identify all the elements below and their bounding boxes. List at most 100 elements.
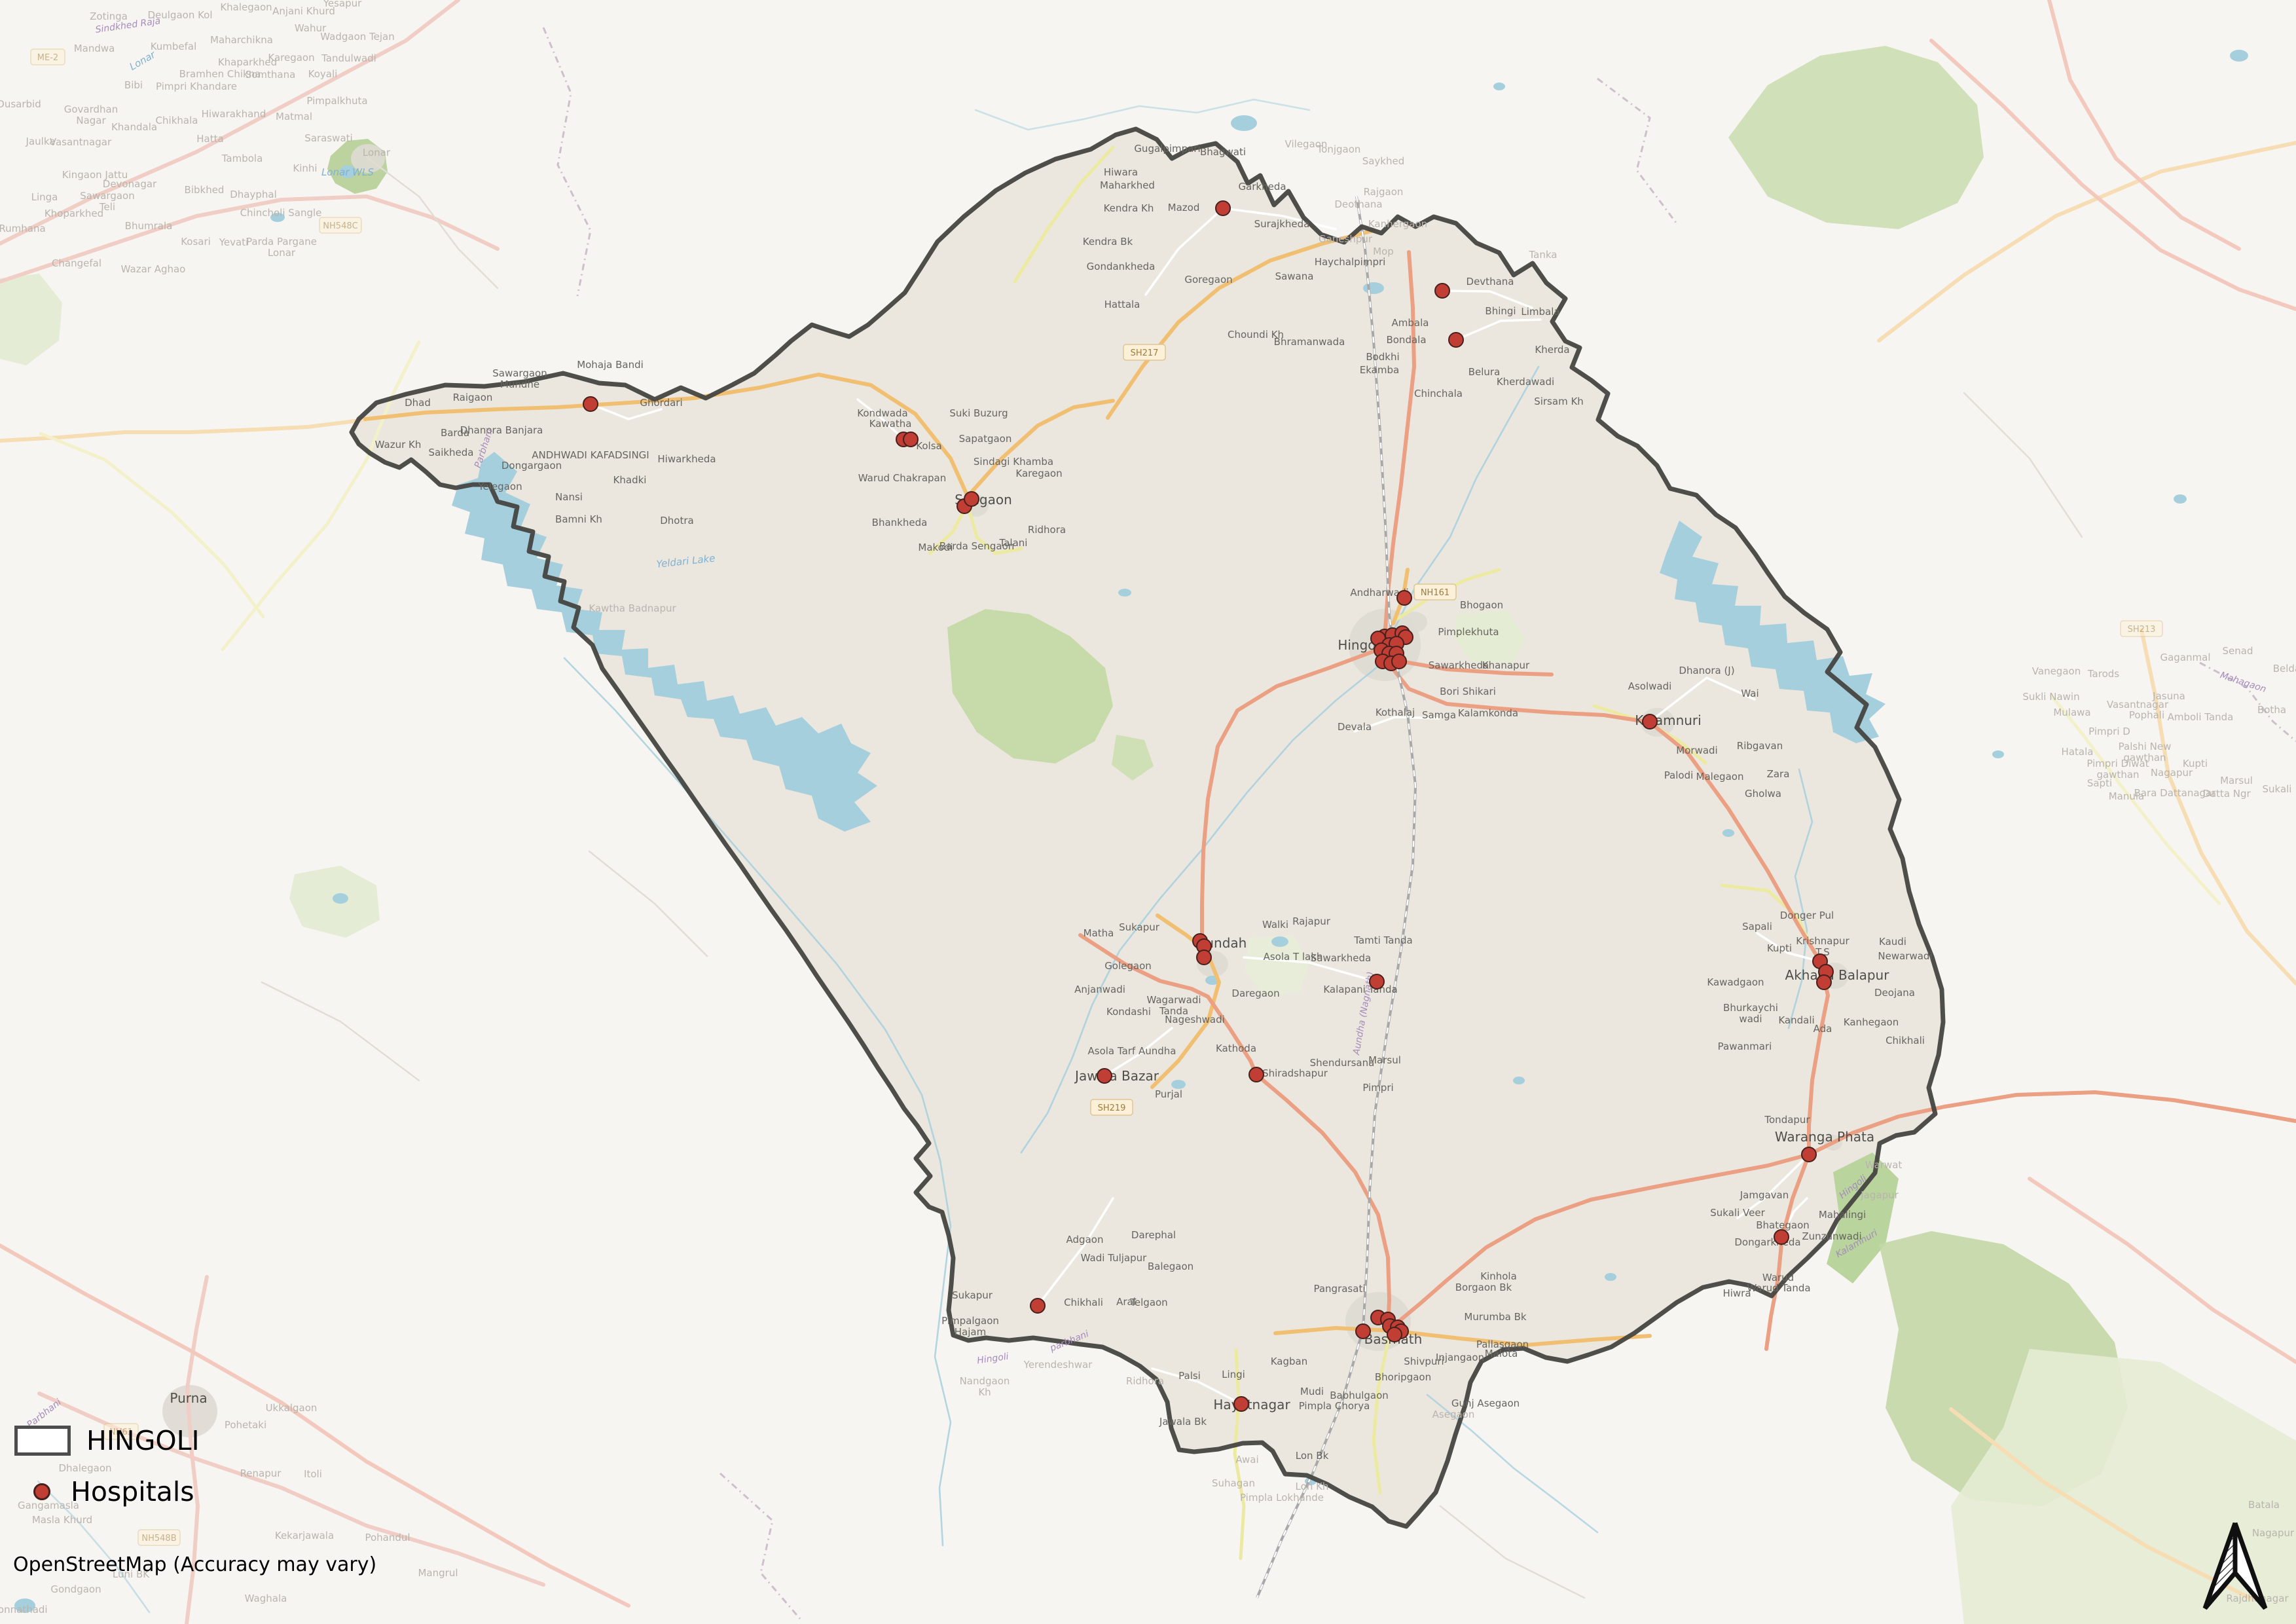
place-label: Murumba Bk: [1464, 1311, 1527, 1323]
hospital-marker-swatch: [33, 1483, 50, 1500]
place-label-outside: Wadgaon Tejan: [320, 31, 394, 43]
place-label-outside: Ukkalgaon: [266, 1402, 318, 1414]
road-gray: [365, 156, 499, 289]
place-label: Morwadi: [1676, 745, 1717, 756]
place-label: Kondashi: [1106, 1006, 1151, 1018]
place-label: Sukali Veer: [1710, 1207, 1765, 1219]
place-label: Palsi: [1178, 1370, 1201, 1382]
place-label: Zara: [1767, 768, 1790, 780]
svg-text:ME-2: ME-2: [37, 53, 58, 63]
place-label: Barda: [441, 427, 469, 439]
place-label: Sirsam Kh: [1534, 396, 1584, 407]
district-boundary: [349, 126, 1946, 1529]
place-label-outside: Masla Khurd: [32, 1514, 92, 1526]
place-label: Shivpuri: [1404, 1356, 1444, 1367]
place-label: Haychalpimpri: [1315, 256, 1386, 268]
pond: [1231, 115, 1257, 131]
place-label-outside: Sukali: [2263, 783, 2292, 795]
place-label: Asola T lakh: [1264, 951, 1323, 963]
road-white: [1036, 1197, 1114, 1307]
road-f_yellow: [39, 432, 265, 619]
place-label: Kinhola: [1480, 1270, 1517, 1282]
place-label: Tondapur: [1764, 1114, 1810, 1126]
hospital-marker: [583, 396, 598, 412]
place-label: Kawatha: [869, 418, 912, 430]
road-f_pink: [0, 194, 500, 284]
place-label-outside: Yerendeshwar: [1023, 1359, 1093, 1371]
place-label: Sukapur: [952, 1289, 993, 1301]
pond: [1992, 750, 2004, 758]
road-shield: ME-2: [30, 48, 65, 65]
place-label-outside: Batala: [2248, 1499, 2280, 1511]
place-label-outside: Pimpri Diwat gawthan: [2086, 758, 2149, 781]
place-label-outside: Asegaon: [1432, 1409, 1475, 1420]
forest-area: [1112, 735, 1154, 781]
place-label-outside: Wazar Aghao: [121, 263, 186, 275]
road-f_pink: [185, 1275, 209, 1624]
svg-text:NH548C: NH548C: [323, 221, 357, 231]
place-label-outside: Renapur: [240, 1467, 282, 1479]
place-label: Shiradshapur: [1262, 1067, 1328, 1079]
road-white: [589, 403, 663, 420]
place-label: Marsul: [1368, 1054, 1401, 1066]
hospital-marker: [1801, 1147, 1817, 1162]
place-label-outside: Gangamasla: [18, 1500, 79, 1511]
place-label: Kolsa: [916, 440, 941, 452]
place-label-outside: Mop: [1373, 246, 1394, 257]
place-label: Hiwarkheda: [657, 453, 716, 465]
road-salmon: [1391, 658, 1554, 676]
map-legend: HINGOLI Hospitals: [14, 1425, 200, 1527]
place-label-outside: Kupti: [2183, 758, 2208, 769]
place-label: Ada: [1813, 1023, 1832, 1035]
place-label: Lingi: [1222, 1369, 1245, 1380]
place-label: Barda Sengaon: [939, 540, 1015, 552]
place-label-outside: Bara Dattanagar: [2134, 787, 2217, 799]
place-label: Hattala: [1104, 299, 1140, 310]
place-label-outside: Changefal: [52, 257, 101, 269]
north-arrow-right: [2232, 1522, 2268, 1610]
road-name-label: Hingoli: [976, 1352, 1009, 1367]
pond: [1493, 83, 1505, 90]
pond: [1722, 829, 1734, 837]
admin-boundary-dashed: [2199, 661, 2296, 743]
place-label: Babhulgaon: [1330, 1390, 1389, 1401]
place-label-outside: Kinhi: [293, 162, 317, 174]
place-label-outside: Pimpalkhuta: [306, 95, 367, 107]
lake: [1660, 521, 1886, 743]
place-label: Bori Shikari: [1440, 686, 1496, 697]
road-orange: [1273, 1326, 1652, 1347]
pond: [1605, 1273, 1616, 1281]
place-label: Shendursana: [1310, 1057, 1375, 1069]
place-label-outside: Vanegaon: [2032, 665, 2081, 677]
road-gray: [588, 850, 708, 957]
legend-row-hospitals: Hospitals: [14, 1476, 200, 1507]
admin-boundary-dashed: [542, 27, 592, 297]
svg-text:NH61: NH61: [109, 1428, 133, 1437]
place-label-outside: Kawtha Badnapur: [589, 602, 676, 614]
place-label-outside: Bramhen Chikna: [179, 68, 261, 80]
place-label: Surajkheda: [1254, 218, 1310, 230]
road-white: [1144, 207, 1224, 296]
place-label: Gunj Asegaon: [1451, 1397, 1520, 1409]
place-label-outside: Kanhergaon: [1368, 218, 1427, 230]
place-label-outside: Saraswati: [304, 132, 352, 144]
place-label: ANDHWADI KAFADSINGI: [532, 449, 649, 461]
place-label-outside: Tambola: [221, 153, 263, 164]
place-label: Kalamkonda: [1458, 707, 1518, 719]
place-label-outside: Rumhana: [0, 223, 46, 234]
place-label-outside: Jaulka: [26, 136, 56, 147]
place-label-outside: Waghala: [245, 1593, 287, 1604]
place-label-outside: Bhumrala: [125, 220, 173, 232]
place-label: Mudi: [1300, 1386, 1324, 1397]
hospital-marker: [1387, 1327, 1402, 1342]
pond: [2174, 494, 2187, 504]
place-label-outside: Beldar: [2273, 663, 2296, 674]
pond: [1363, 282, 1384, 294]
place-label-outside: Koyali: [308, 68, 338, 80]
place-label: Gholwa: [1745, 788, 1781, 800]
place-label: Khadki: [613, 474, 647, 486]
place-label: Pangrasati: [1313, 1283, 1365, 1295]
place-label: Nansi: [555, 491, 583, 503]
road-white: [1455, 318, 1542, 341]
place-label: Donger Pul: [1780, 910, 1834, 921]
